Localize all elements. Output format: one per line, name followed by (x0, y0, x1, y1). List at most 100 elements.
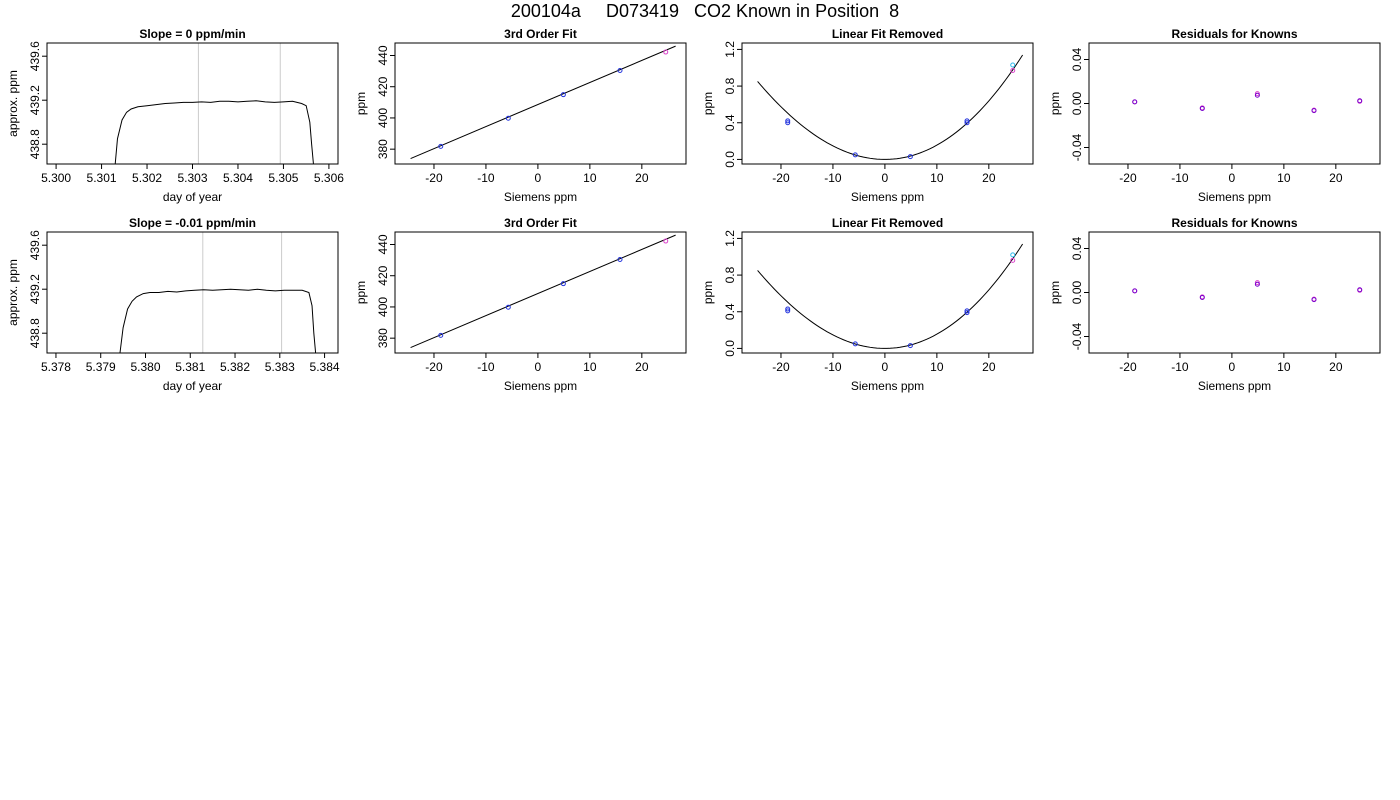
data-point (852, 341, 858, 347)
y-tick-label: 0.8 (723, 77, 737, 94)
x-tick-label: 5.382 (220, 360, 250, 374)
x-tick-label: 5.304 (223, 171, 253, 185)
x-tick-label: -20 (425, 360, 443, 374)
data-point (1254, 91, 1260, 97)
panel-title: Linear Fit Removed (832, 27, 943, 41)
y-tick-label: 380 (376, 139, 390, 159)
x-tick-label: 0 (535, 360, 542, 374)
data-point (1199, 294, 1205, 300)
x-tick-label: 0 (1229, 360, 1236, 374)
x-tick-label: 0 (882, 171, 889, 185)
x-tick-label: -10 (1171, 360, 1189, 374)
x-tick-label: 10 (930, 360, 944, 374)
plot-frame (394, 231, 687, 354)
data-point (1010, 252, 1016, 258)
plot-data (114, 100, 314, 164)
y-tick-label: 439.6 (28, 230, 42, 260)
panel-title: 3rd Order Fit (504, 27, 577, 41)
plot-data (410, 234, 676, 348)
y-tick-label: 439.2 (28, 85, 42, 115)
data-point (663, 238, 669, 244)
y-axis-label: ppm (701, 281, 715, 304)
data-point (907, 343, 913, 349)
data-point (907, 154, 913, 160)
plot-frame (1088, 231, 1381, 354)
y-tick-label: 438.8 (28, 318, 42, 348)
y-tick-label: 0.8 (723, 266, 737, 283)
data-point (785, 120, 791, 126)
y-tick-label: 0.4 (723, 114, 737, 131)
fit-line (757, 54, 1024, 160)
chart-panel: Residuals for Knowns -20 -10 0 10 20 -0.04 0.00… (1048, 27, 1381, 204)
x-tick-label: 20 (982, 171, 996, 185)
data-point (560, 92, 566, 98)
data-point (663, 49, 669, 55)
plot-frame (741, 231, 1034, 354)
x-tick-label: 20 (1329, 171, 1343, 185)
x-tick-label: 5.306 (314, 171, 344, 185)
x-tick-label: 5.303 (177, 171, 207, 185)
data-point (617, 256, 623, 262)
y-axis-label: ppm (1048, 92, 1062, 115)
y-tick-label: 420 (376, 76, 390, 96)
x-tick-label: 20 (635, 171, 649, 185)
data-point (617, 67, 623, 73)
fit-line (410, 45, 676, 159)
x-tick-label: -20 (772, 171, 790, 185)
data-point (964, 120, 970, 126)
x-tick-label: 5.380 (130, 360, 160, 374)
y-tick-label: 438.8 (28, 129, 42, 159)
data-point (785, 306, 791, 312)
data-point (1254, 92, 1260, 98)
plot-data (410, 45, 676, 159)
x-tick-label: -10 (1171, 171, 1189, 185)
y-tick-label: 420 (376, 265, 390, 285)
x-tick-label: -20 (425, 171, 443, 185)
x-tick-label: -20 (1119, 360, 1137, 374)
x-axis-label: day of year (163, 379, 222, 393)
x-tick-label: 5.383 (265, 360, 295, 374)
data-point (505, 304, 511, 310)
y-tick-label: 0.04 (1070, 47, 1084, 71)
x-tick-label: 5.305 (268, 171, 298, 185)
x-tick-label: 0 (882, 360, 889, 374)
plot-data (757, 54, 1024, 160)
x-tick-label: 20 (635, 360, 649, 374)
x-axis-label: Siemens ppm (1198, 379, 1271, 393)
panel-grid: Slope = 0 ppm/min 5.300 5.301 5.302 5.303 5.3… (6, 27, 1381, 393)
panel-title: Residuals for Knowns (1171, 27, 1297, 41)
data-point (1254, 281, 1260, 287)
fit-line (757, 243, 1024, 349)
x-axis-label: Siemens ppm (1198, 190, 1271, 204)
x-tick-label: 10 (930, 171, 944, 185)
data-point (1132, 99, 1138, 105)
x-tick-label: 5.384 (310, 360, 340, 374)
data-point (1357, 98, 1363, 104)
data-point (1010, 62, 1016, 68)
y-tick-label: 440 (376, 234, 390, 254)
x-tick-label: 5.378 (41, 360, 71, 374)
y-tick-label: 0.00 (1070, 91, 1084, 115)
x-tick-label: 5.300 (41, 171, 71, 185)
y-tick-label: 400 (376, 108, 390, 128)
data-point (1132, 288, 1138, 294)
panel-title: Slope = -0.01 ppm/min (129, 216, 256, 230)
data-line (114, 100, 314, 164)
x-tick-label: 5.301 (87, 171, 117, 185)
y-tick-label: 0.0 (723, 151, 737, 168)
y-axis-label: ppm (701, 92, 715, 115)
chart-panel: Slope = 0 ppm/min 5.300 5.301 5.302 5.303 5.3… (6, 27, 344, 204)
data-point (1357, 287, 1363, 293)
data-point (964, 308, 970, 314)
x-axis-label: Siemens ppm (851, 379, 924, 393)
chart-panel: Linear Fit Removed -20 -10 0 10 20 0.0 0.4 0.8 1.… (701, 216, 1034, 393)
y-tick-label: 380 (376, 328, 390, 348)
x-tick-label: -20 (772, 360, 790, 374)
x-tick-label: -10 (477, 360, 495, 374)
panel-title: Slope = 0 ppm/min (139, 27, 245, 41)
data-point (785, 308, 791, 314)
y-tick-label: 0.0 (723, 340, 737, 357)
x-tick-label: 5.381 (175, 360, 205, 374)
fit-line (410, 234, 676, 348)
